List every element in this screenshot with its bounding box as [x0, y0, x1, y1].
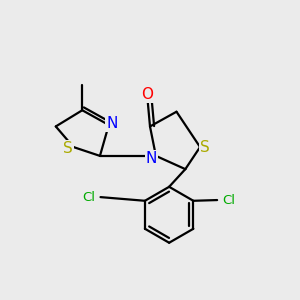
Text: N: N [106, 116, 117, 131]
Text: S: S [200, 140, 210, 154]
Text: S: S [63, 141, 73, 156]
Text: Cl: Cl [222, 194, 236, 207]
Text: N: N [146, 151, 157, 166]
Text: O: O [141, 87, 153, 102]
Text: Cl: Cl [82, 190, 95, 204]
